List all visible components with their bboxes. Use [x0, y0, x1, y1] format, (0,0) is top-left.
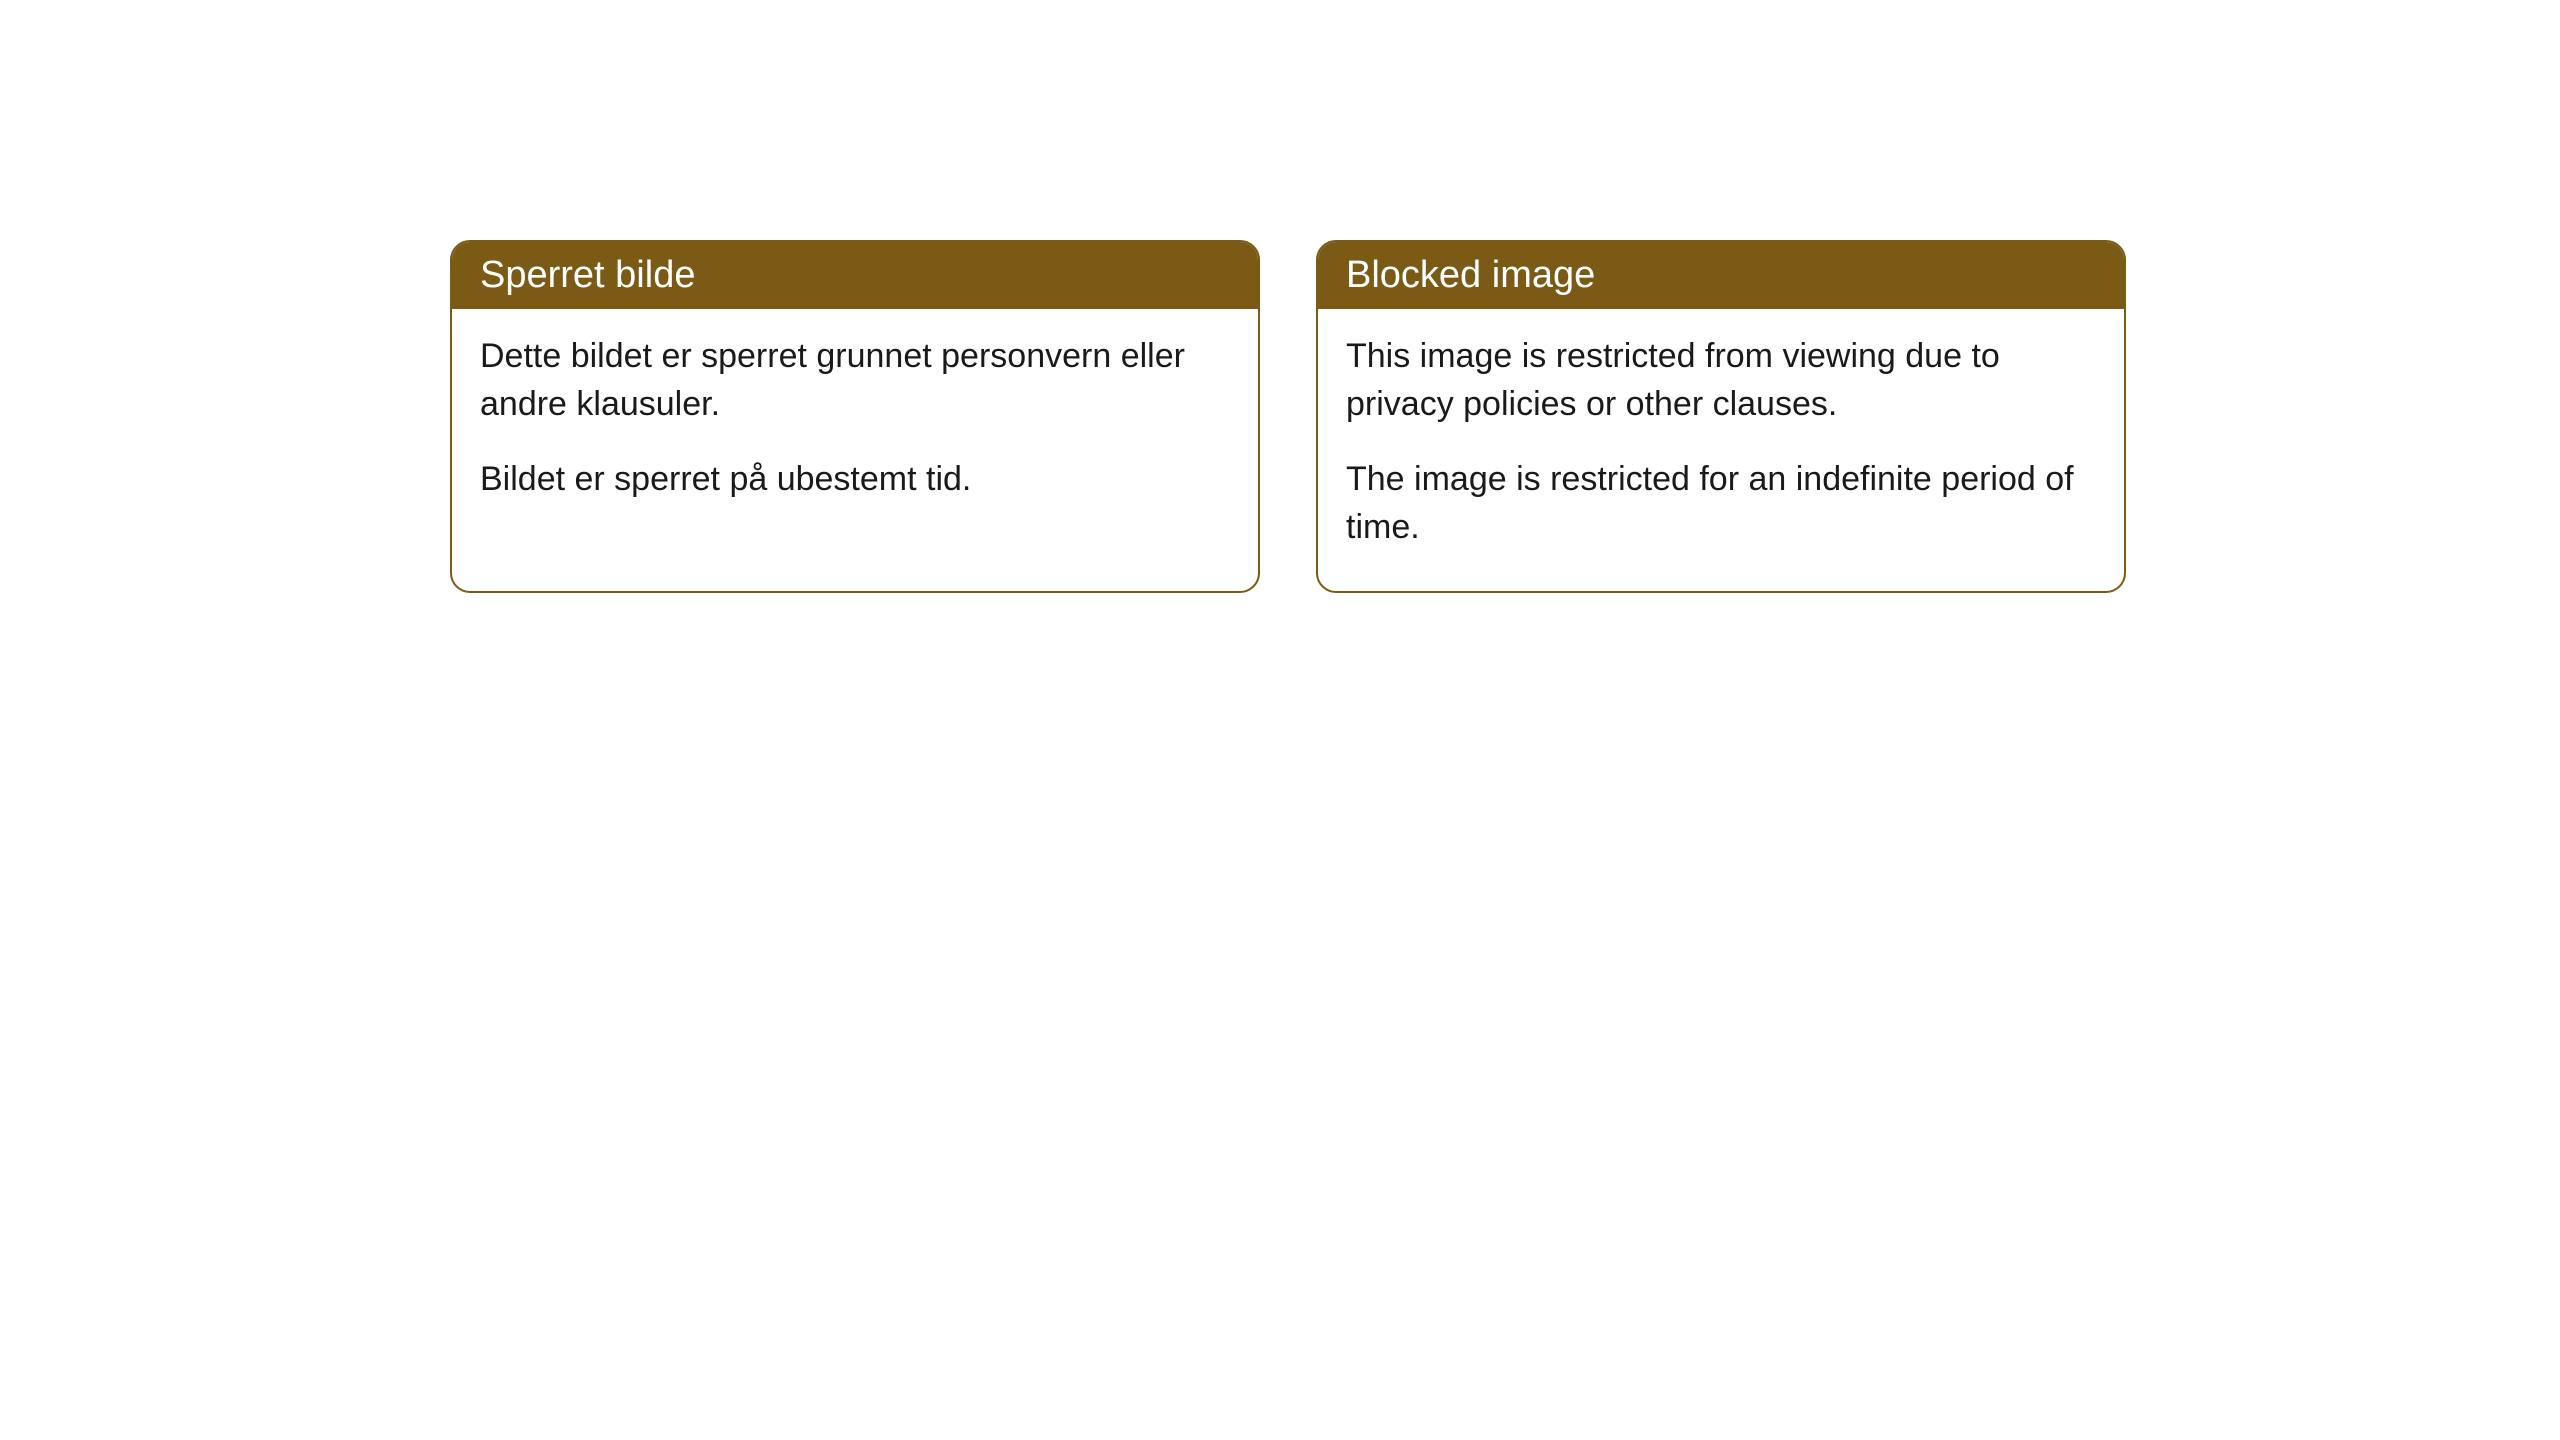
card-paragraph-en-2: The image is restricted for an indefinit… [1346, 456, 2096, 551]
card-body-no: Dette bildet er sperret grunnet personve… [452, 309, 1258, 544]
card-paragraph-en-1: This image is restricted from viewing du… [1346, 333, 2096, 428]
message-cards-container: Sperret bilde Dette bildet er sperret gr… [450, 240, 2126, 593]
card-title-en: Blocked image [1346, 254, 1595, 296]
card-body-en: This image is restricted from viewing du… [1318, 309, 2124, 591]
card-header-en: Blocked image [1318, 242, 2124, 309]
blocked-image-card-en: Blocked image This image is restricted f… [1316, 240, 2126, 593]
card-header-no: Sperret bilde [452, 242, 1258, 309]
blocked-image-card-no: Sperret bilde Dette bildet er sperret gr… [450, 240, 1260, 593]
card-title-no: Sperret bilde [480, 254, 695, 296]
card-paragraph-no-1: Dette bildet er sperret grunnet personve… [480, 333, 1230, 428]
card-paragraph-no-2: Bildet er sperret på ubestemt tid. [480, 456, 1230, 504]
